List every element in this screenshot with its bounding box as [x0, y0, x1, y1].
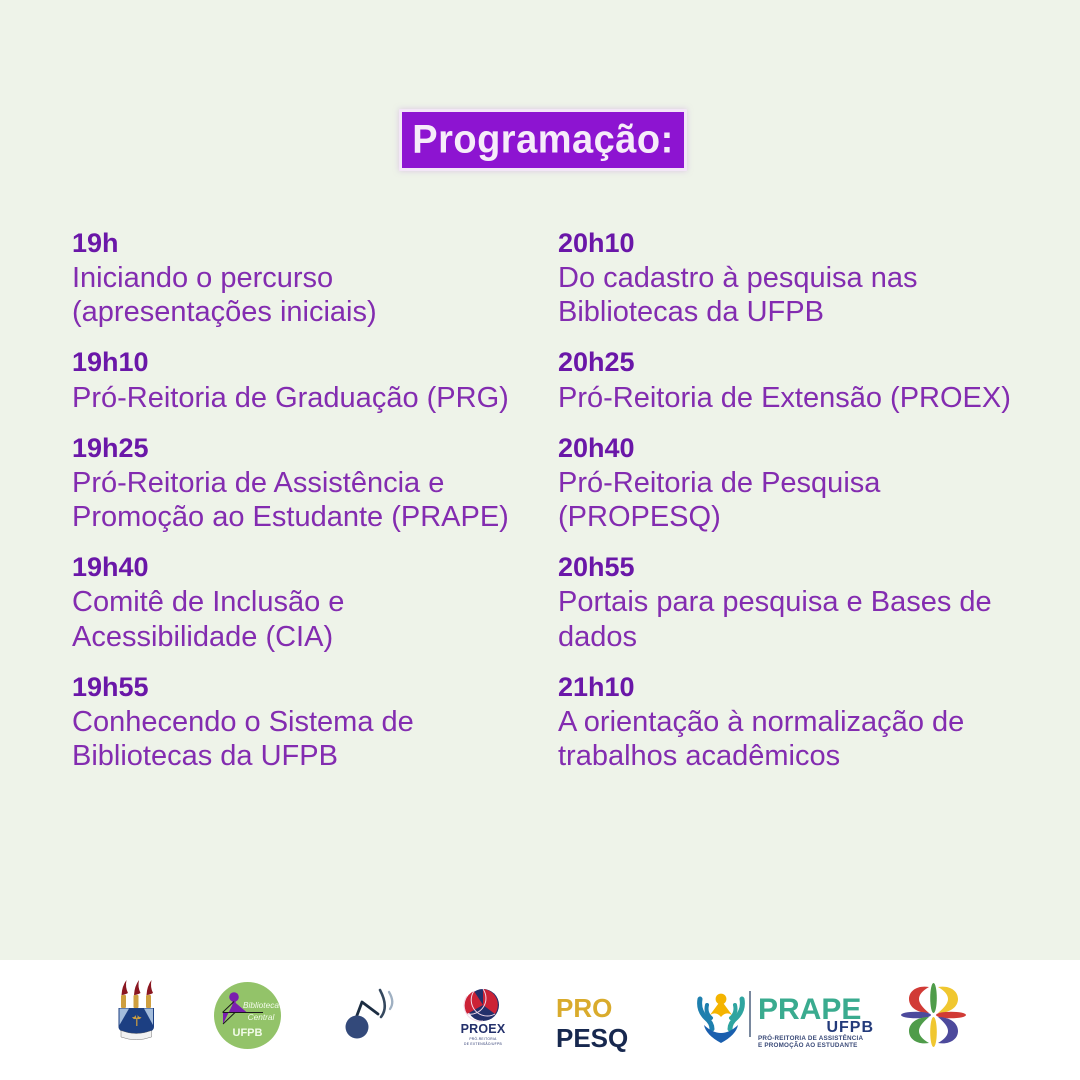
svg-text:Central: Central	[248, 1012, 276, 1022]
svg-text:UFPB: UFPB	[233, 1027, 263, 1039]
svg-text:PRÓ-REITORIA DE ASSISTÊNCIA: PRÓ-REITORIA DE ASSISTÊNCIA	[758, 1033, 863, 1042]
svg-text:PESQ: PESQ	[556, 1023, 628, 1052]
svg-text:UFPB: UFPB	[826, 1019, 874, 1036]
svg-text:DE EXTENSÃO/UFPB: DE EXTENSÃO/UFPB	[464, 1041, 502, 1046]
svg-text:PRÓ-REITORIA: PRÓ-REITORIA	[469, 1036, 497, 1041]
svg-text:PROEX: PROEX	[461, 1022, 506, 1036]
svg-text:E PROMOÇÃO AO ESTUDANTE: E PROMOÇÃO AO ESTUDANTE	[758, 1040, 858, 1049]
svg-text:Biblioteca: Biblioteca	[243, 1000, 279, 1010]
svg-text:PRO: PRO	[556, 993, 612, 1023]
